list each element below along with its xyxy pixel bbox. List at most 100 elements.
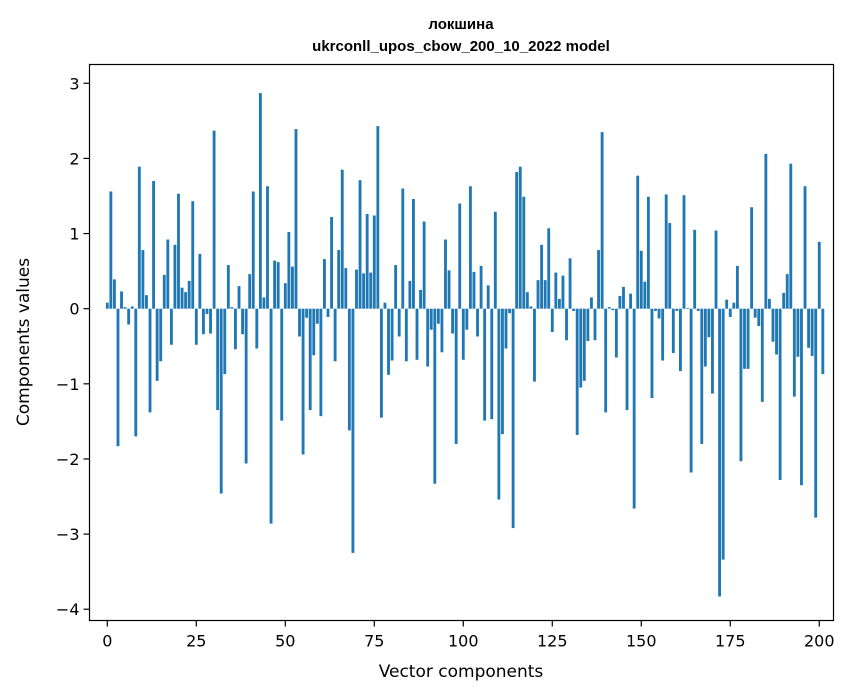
bar <box>451 308 455 334</box>
bar <box>789 163 793 309</box>
bar <box>326 308 330 317</box>
bar <box>408 280 412 309</box>
bar <box>201 308 205 335</box>
bar <box>273 260 277 309</box>
bar <box>625 308 629 411</box>
bar <box>362 273 366 309</box>
bar <box>654 308 657 311</box>
x-tick-label: 125 <box>537 632 568 651</box>
bar <box>486 285 490 309</box>
bar <box>205 308 209 314</box>
bar <box>387 308 390 375</box>
x-tick-label: 150 <box>626 632 657 651</box>
bar <box>547 228 551 309</box>
bar <box>746 308 750 369</box>
bar <box>426 308 430 367</box>
bar <box>294 129 298 309</box>
bar <box>123 307 127 309</box>
bar <box>308 308 312 411</box>
bar <box>152 180 155 309</box>
bar <box>290 266 294 309</box>
bar <box>568 258 572 309</box>
bar <box>536 280 540 309</box>
bar <box>187 280 191 309</box>
bar <box>266 186 269 309</box>
bar <box>771 308 775 342</box>
y-axis-ticks: −4 −3 −2 −1 0 1 2 3 <box>56 74 90 619</box>
bar <box>515 171 519 309</box>
bar <box>173 244 177 309</box>
bar <box>134 308 138 437</box>
bar <box>760 308 764 402</box>
bar <box>148 308 152 413</box>
bar <box>764 153 768 309</box>
bar <box>312 308 316 356</box>
bar <box>821 308 825 375</box>
y-axis-label: Components values <box>14 258 34 426</box>
bar <box>522 196 526 309</box>
bar <box>557 298 561 309</box>
bar <box>298 308 301 337</box>
bar <box>586 308 590 341</box>
bar <box>454 308 458 444</box>
bar <box>412 198 415 309</box>
bar <box>497 308 501 500</box>
bar <box>137 166 141 309</box>
bar <box>372 215 376 309</box>
bar <box>351 308 355 553</box>
bar <box>718 308 722 597</box>
bar <box>468 186 472 309</box>
bar <box>696 308 700 311</box>
bar <box>355 269 358 309</box>
bar <box>700 308 704 444</box>
bar <box>390 308 394 361</box>
y-tick-label: 3 <box>69 74 79 93</box>
x-tick-label: 75 <box>364 632 384 651</box>
bar <box>112 279 116 309</box>
bar <box>145 295 148 309</box>
bar <box>572 308 576 311</box>
bar <box>109 191 113 309</box>
bar <box>636 175 640 309</box>
bar <box>711 308 714 394</box>
bar <box>369 272 373 309</box>
y-tick-label: 0 <box>69 300 79 319</box>
bar <box>198 253 202 309</box>
plot-frame <box>88 63 835 622</box>
bar <box>262 297 266 309</box>
bar <box>330 217 333 309</box>
bar <box>472 271 476 309</box>
x-tick-label: 200 <box>804 632 835 651</box>
bar <box>650 308 654 399</box>
bar <box>301 308 305 455</box>
bar <box>739 308 743 462</box>
bar <box>127 308 131 325</box>
bars-group <box>105 93 825 597</box>
bar <box>554 272 558 309</box>
bar <box>130 306 134 309</box>
bar <box>209 308 212 334</box>
bar <box>490 308 494 420</box>
bar <box>177 193 180 309</box>
bar <box>447 270 451 309</box>
bar <box>661 308 665 361</box>
x-axis-ticks: 0 25 50 75 100 125 150 175 200 <box>102 620 835 651</box>
bar <box>743 308 746 369</box>
bar <box>721 308 725 560</box>
bar <box>540 244 544 309</box>
bar <box>735 265 739 309</box>
y-tick-label: 2 <box>69 149 79 168</box>
bar <box>582 308 586 381</box>
bar <box>529 306 533 309</box>
bar <box>629 293 633 309</box>
bar <box>159 308 163 362</box>
y-tick-label: −1 <box>56 375 80 394</box>
bar <box>714 230 718 309</box>
bar <box>675 308 679 311</box>
y-tick-label: −4 <box>56 600 80 619</box>
bar <box>230 307 234 309</box>
bar <box>376 126 380 309</box>
bar <box>476 308 479 337</box>
bar <box>219 308 223 494</box>
